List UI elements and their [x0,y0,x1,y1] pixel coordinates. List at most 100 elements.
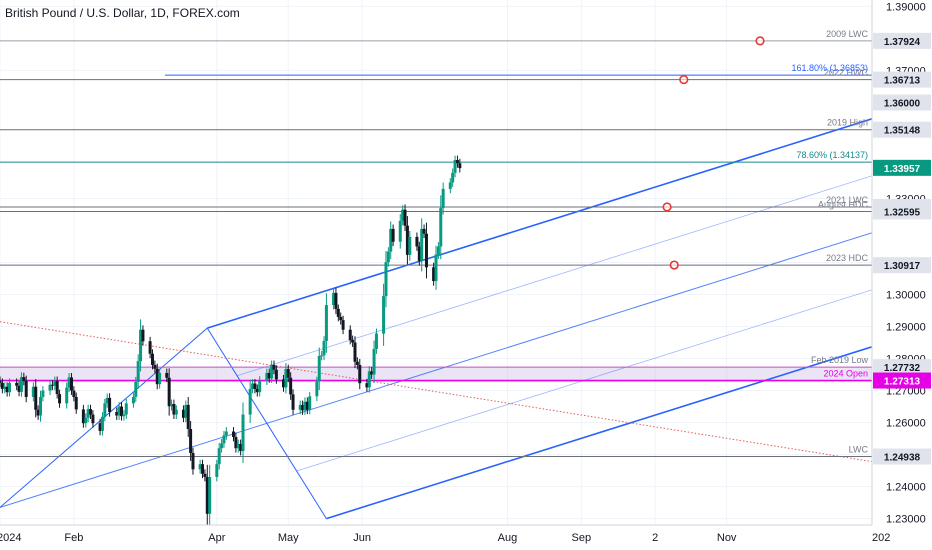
candle-body [358,365,361,383]
candle-body [89,409,92,414]
axis-price-label: 1.30917 [884,261,921,272]
level-label: 2023 HDC [826,253,869,263]
candle-body [349,330,352,340]
candle-body [249,389,252,415]
time-tick-label: Aug [498,532,518,544]
candle-body [70,377,73,390]
candle-body [289,378,292,395]
axis-price-label: 1.27313 [884,377,921,388]
level-label: 2022 HWC [824,68,869,78]
candle-body [8,383,11,392]
candle-body [242,415,245,451]
candle-body [425,234,428,268]
candle-body [408,237,411,255]
candle-body [141,330,144,342]
level-label: 2009 LWC [826,29,868,39]
candle-body [308,396,311,409]
candle-body [318,356,321,382]
level-label: Feb 2019 Low [811,355,869,365]
candle-body [191,453,194,469]
time-tick-label: Nov [717,532,737,544]
candle-body [65,388,68,404]
candle-body [356,362,359,365]
time-tick-label: Apr [208,532,225,544]
price-tick-label: 1.39000 [886,1,926,13]
candle-body [442,189,445,208]
candle-body [158,373,161,384]
candle-body [101,417,104,431]
touch-marker [680,76,688,84]
candle-body [275,370,278,380]
candle-body [287,369,290,378]
time-tick-label: May [278,532,299,544]
level-label: LWC [849,445,869,455]
candle-body [153,365,156,369]
time-tick-label: Jun [353,532,371,544]
candle-body [387,252,390,263]
candle-body [456,160,459,163]
time-tick-label: Feb [64,532,83,544]
candle-body [122,415,125,417]
time-tick-label: 202 [872,532,890,544]
candle-body [258,381,261,393]
candle-body [151,354,154,365]
support-zone [0,367,872,380]
axis-price-label: 1.36000 [884,98,921,109]
candle-body [323,341,326,355]
candle-body [58,394,61,403]
candle-body [373,349,376,375]
candle-body [334,293,337,309]
chart-title: British Pound / U.S. Dollar, 1D, FOREX.c… [5,6,240,20]
candle-body [222,435,225,443]
candle-body [404,210,407,226]
touch-marker [670,261,678,269]
candle-body [320,355,323,356]
candle-body [134,382,137,397]
candle-body [449,182,452,188]
candle-body [392,229,395,242]
candle-body [103,403,106,416]
candle-body [72,391,75,397]
candle-body [292,394,295,409]
axis-price-label: 1.35148 [884,126,921,137]
candle-body [168,378,171,406]
price-tick-label: 1.24000 [886,482,926,494]
level-label: August HDC [818,199,869,209]
axis-price-label: 1.24938 [884,453,921,464]
touch-marker [756,37,764,45]
candle-body [353,343,356,362]
price-tick-label: 1.30000 [886,290,926,302]
candle-body [218,448,221,464]
time-tick-label: 2024 [0,532,21,544]
candle-body [34,387,37,410]
candle-body [437,246,440,254]
candle-body [325,305,328,341]
candle-body [91,415,94,424]
axis-price-label: 1.32595 [884,207,921,218]
candle-body [39,397,42,416]
candle-body [0,381,2,383]
candle-body [225,432,228,436]
axis-price-label: 1.36713 [884,76,921,87]
candle-body [108,398,111,412]
candle-body [149,341,152,353]
candle-body [25,381,28,397]
candle-body [22,377,25,381]
candle-body [215,464,218,477]
price-tick-label: 1.29000 [886,322,926,334]
candle-body [439,208,442,246]
candle-body [84,418,87,423]
candle-body [339,317,342,320]
candle-body [201,464,204,474]
candle-body [315,382,318,397]
touch-marker [663,203,671,211]
price-tick-label: 1.23000 [886,514,926,526]
candle-body [232,432,235,437]
candle-body [458,163,461,168]
candle-body [137,361,140,382]
candle-body [399,221,402,242]
time-tick-label: 2 [652,532,658,544]
candle-body [75,397,78,409]
candle-body [56,381,59,394]
